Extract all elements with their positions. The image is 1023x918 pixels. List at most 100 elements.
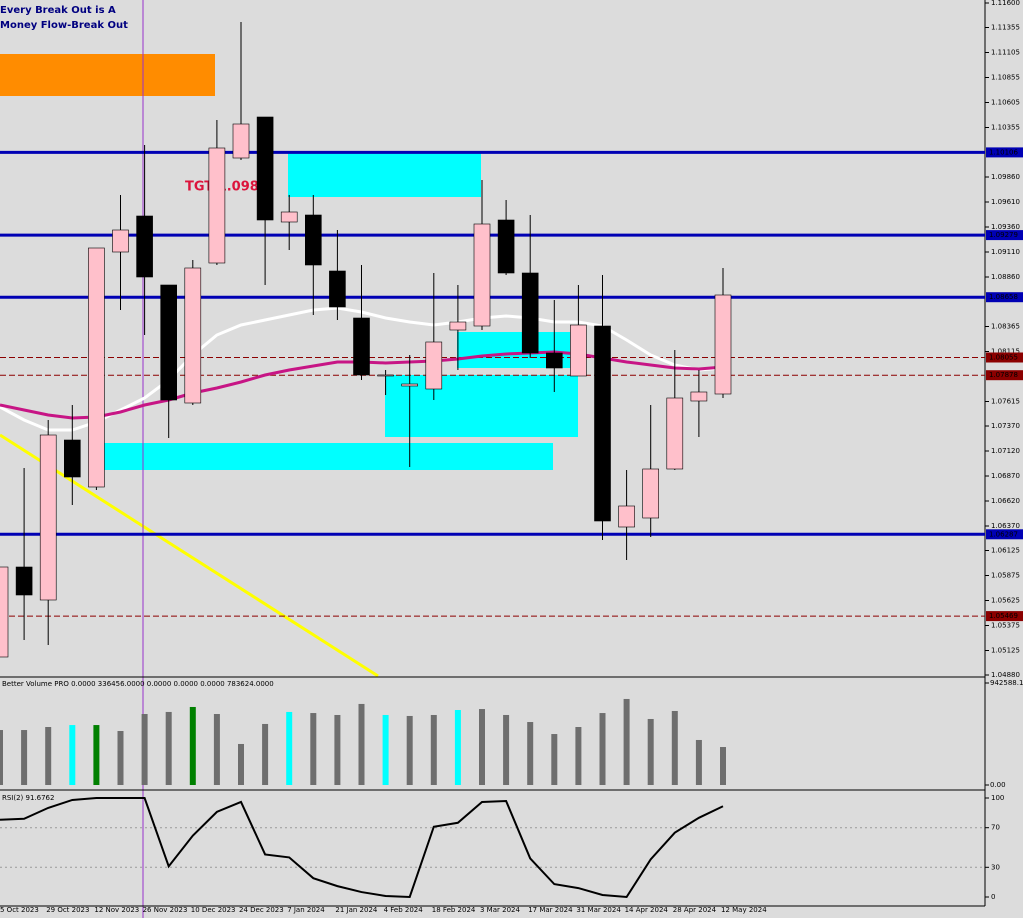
level-label-box (986, 529, 1023, 540)
candle-body (64, 439, 81, 478)
volume-title: Better Volume PRO 0.0000 336456.0000 0.0… (2, 680, 274, 688)
level-label-box (986, 292, 1023, 303)
y-tick-label: 1.08860 (991, 273, 1020, 281)
candle-body (329, 270, 346, 308)
level-label-box (986, 370, 1023, 381)
y-tick-label: 100 (991, 794, 1004, 802)
x-tick-label: 17 Mar 2024 (528, 906, 573, 914)
volume-bar (141, 714, 148, 785)
volume-bar (358, 703, 365, 785)
x-tick-label: 18 Feb 2024 (432, 906, 476, 914)
volume-bar (165, 711, 172, 785)
y-tick-label: 70 (991, 824, 1000, 832)
volume-bar (527, 722, 534, 785)
candle-body (401, 383, 419, 387)
annotation: Money Flow-Break Out (0, 20, 128, 31)
candle-body (594, 325, 611, 522)
cyan-zone (94, 443, 553, 470)
level-label: 1.09279 (989, 231, 1018, 239)
level-label: 1.10106 (989, 148, 1018, 156)
volume-bar (599, 713, 606, 785)
y-tick-label: 1.10855 (991, 74, 1020, 82)
y-tick-label: 1.08115 (991, 348, 1020, 356)
candle-body (136, 215, 153, 278)
x-tick-label: 12 May 2024 (721, 906, 767, 914)
y-tick-label: 30 (991, 863, 1000, 871)
volume-bar (93, 725, 100, 785)
y-tick-label: 1.11600 (991, 0, 1020, 7)
x-tick-label: 31 Mar 2024 (576, 906, 621, 914)
candle-body (0, 566, 9, 658)
volume-bar (430, 714, 437, 785)
candle-body (570, 324, 587, 377)
candle-body (642, 468, 660, 519)
candle-body (449, 321, 467, 331)
x-tick-label: 24 Dec 2023 (239, 906, 284, 914)
candle-body (232, 123, 250, 159)
y-tick-label: 1.04880 (991, 671, 1020, 679)
rsi-line (0, 797, 724, 899)
trend-line (0, 433, 379, 678)
candle-body (39, 434, 57, 601)
y-tick-label: 1.07120 (991, 447, 1020, 455)
candle-body (473, 223, 491, 327)
candle-body (256, 116, 274, 221)
candle-body (88, 247, 105, 488)
y-tick-label: 1.10605 (991, 99, 1020, 107)
y-tick-label: 1.09610 (991, 198, 1020, 206)
x-tick-label: 10 Dec 2023 (191, 906, 236, 914)
volume-bar (406, 715, 413, 785)
y-tick-label: 1.10355 (991, 124, 1020, 132)
volume-bar (623, 698, 630, 785)
rsi-title: RSI(2) 91.6762 (2, 794, 54, 802)
candle-body (618, 505, 635, 528)
candle-body (521, 272, 539, 354)
candle-body (15, 566, 33, 596)
volume-bar (334, 714, 341, 785)
volume-bar (479, 709, 485, 785)
candle-body (304, 214, 322, 266)
volume-bar (551, 734, 558, 785)
x-tick-label: 3 Mar 2024 (480, 906, 520, 914)
x-tick-label: 12 Nov 2023 (94, 906, 139, 914)
level-label: 1.07878 (989, 371, 1018, 379)
volume-bar (720, 747, 726, 785)
x-tick-label: 7 Jan 2024 (287, 906, 325, 914)
y-tick-label: 0 (991, 893, 995, 901)
volume-bar (213, 714, 220, 785)
volume-bar (117, 731, 124, 785)
y-tick-label: 1.05375 (991, 622, 1020, 630)
volume-bar (189, 706, 196, 785)
volume-bar (286, 711, 293, 785)
volume-bar (262, 723, 269, 785)
level-label-box (986, 147, 1023, 158)
volume-bar (45, 726, 52, 785)
volume-bar (454, 710, 461, 785)
candle-body (690, 391, 708, 402)
level-label: 1.06287 (989, 530, 1018, 538)
level-label-box (986, 352, 1023, 363)
y-tick-label: 1.07370 (991, 422, 1020, 430)
y-tick-label: 1.05125 (991, 647, 1020, 655)
level-label-box (986, 230, 1023, 241)
y-tick-label: 1.09110 (991, 248, 1020, 256)
level-label: 1.08658 (989, 293, 1018, 301)
candle-body (280, 211, 298, 223)
volume-bar (310, 713, 317, 785)
y-tick-label: 1.06620 (991, 497, 1020, 505)
volume-bar (0, 730, 3, 785)
candle-body (497, 219, 515, 274)
x-tick-label: 26 Nov 2023 (143, 906, 188, 914)
y-tick-label: 1.06370 (991, 522, 1020, 530)
candle-body (353, 317, 370, 376)
x-tick-label: 5 Oct 2023 (0, 906, 39, 914)
y-tick-label: 1.06125 (991, 547, 1020, 555)
volume-bar (238, 743, 244, 785)
y-tick-label: 1.05875 (991, 572, 1020, 580)
volume-bar (575, 726, 582, 785)
y-tick-label: 1.05625 (991, 597, 1020, 605)
annotation: TGT 1.0981 (185, 180, 268, 195)
level-label: 1.05469 (989, 612, 1018, 620)
cyan-zone (288, 152, 481, 197)
